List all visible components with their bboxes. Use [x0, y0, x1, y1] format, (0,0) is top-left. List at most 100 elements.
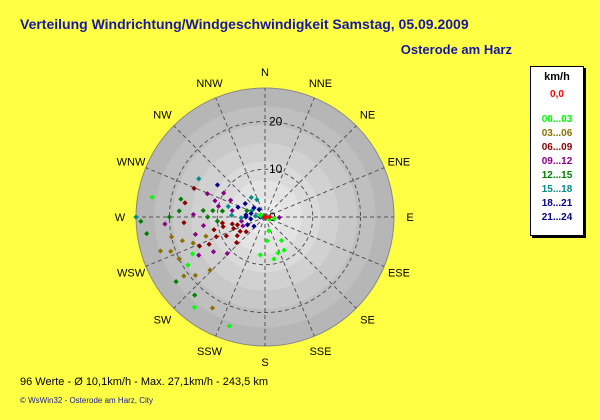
wind-point	[229, 208, 235, 214]
chart-title: Verteilung Windrichtung/Windgeschwindigk…	[20, 16, 469, 32]
wind-point	[190, 251, 196, 257]
wind-point	[275, 250, 281, 256]
wind-point	[157, 248, 164, 254]
wind-point	[223, 233, 229, 239]
direction-spoke	[173, 125, 266, 218]
wind-point	[192, 272, 199, 278]
wind-point	[229, 221, 235, 227]
legend-item: 12...15	[541, 170, 573, 181]
radial-tick-labels: 0 10 20	[269, 114, 283, 224]
legend-item: 09...12	[541, 156, 573, 167]
wind-point	[191, 304, 198, 310]
wind-point	[229, 212, 235, 218]
wind-point	[179, 238, 185, 244]
wind-point	[271, 216, 278, 222]
direction-label: NNW	[196, 78, 223, 90]
direction-spoke	[264, 216, 385, 267]
wind-point	[251, 223, 257, 229]
wind-point	[243, 214, 249, 220]
wind-point	[213, 234, 219, 240]
wind-point	[278, 237, 285, 244]
direction-spoke	[145, 167, 266, 218]
wind-point	[266, 216, 272, 222]
wind-point	[196, 252, 202, 258]
legend-item: 18...21	[541, 198, 573, 209]
wind-point	[220, 224, 226, 230]
wind-point	[221, 190, 227, 196]
data-points	[133, 176, 287, 329]
wind-point	[235, 204, 241, 210]
wind-point	[168, 234, 175, 240]
direction-label: WNW	[117, 157, 146, 169]
station-location: Osterode am Harz	[400, 42, 512, 57]
wind-point	[214, 182, 221, 188]
wind-point	[237, 228, 243, 234]
wind-point	[196, 176, 202, 182]
legend-item: 15...18	[541, 184, 573, 195]
direction-spoke	[264, 216, 315, 337]
wind-point	[181, 220, 187, 226]
wind-point	[226, 323, 233, 329]
wind-point	[225, 203, 231, 210]
direction-spoke	[264, 125, 357, 218]
wind-point	[206, 241, 212, 247]
direction-label: ENE	[388, 157, 411, 169]
direction-label: S	[261, 357, 268, 369]
wind-point	[200, 223, 207, 229]
wind-point	[204, 191, 211, 197]
wind-point	[233, 239, 240, 246]
radial-tick-label: 20	[269, 114, 283, 128]
wind-point	[176, 208, 182, 214]
legend-title: km/h	[544, 71, 570, 83]
wind-point	[276, 214, 282, 221]
direction-label: SSW	[197, 346, 223, 358]
wind-point	[244, 222, 251, 228]
wind-point	[258, 212, 264, 218]
wind-point	[266, 228, 272, 234]
wind-point	[210, 207, 216, 214]
wind-point	[242, 201, 248, 207]
wind-point	[200, 207, 206, 214]
copyright-text: © WsWin32 - Osterode am Harz, City	[20, 396, 154, 405]
legend-item: 00...03	[541, 114, 573, 125]
wind-point	[256, 206, 262, 213]
wind-point	[205, 214, 211, 220]
wind-point	[252, 213, 259, 219]
direction-spoke	[215, 216, 266, 337]
wind-point	[138, 218, 144, 224]
direction-label: ESE	[388, 267, 410, 279]
direction-labels: N NNE NE ENE E ESE SE SSE S SSW SW WSW W WNW NW NNW	[115, 67, 414, 369]
wind-point	[271, 256, 277, 262]
wind-point	[182, 200, 188, 206]
wind-point	[168, 248, 174, 254]
direction-label: NW	[153, 109, 172, 121]
legend-item: 21...24	[541, 212, 573, 223]
wind-point	[196, 243, 203, 249]
legend-item: 0,0	[550, 89, 564, 100]
wind-point	[248, 210, 254, 217]
direction-label: WSW	[117, 267, 146, 279]
speed-legend: km/h 0,0 00...03 03...06 06...09 09...12 12..…	[530, 66, 584, 236]
summary-footer: 96 Werte - Ø 10,1km/h - Max. 27,1km/h - …	[20, 376, 268, 388]
wind-point	[192, 292, 198, 298]
wind-point	[191, 185, 197, 191]
wind-point	[264, 238, 270, 244]
direction-label: NNE	[309, 78, 332, 90]
wind-point	[224, 250, 230, 257]
direction-label: SSE	[309, 346, 331, 358]
wind-point	[244, 208, 250, 214]
wind-point	[215, 203, 222, 209]
legend-item: 06...09	[541, 142, 573, 153]
direction-label: N	[261, 67, 269, 79]
direction-label: NE	[360, 109, 375, 121]
wind-point	[267, 214, 273, 220]
wind-point	[219, 208, 226, 214]
direction-label: SE	[360, 315, 375, 327]
radial-tick-label: 10	[269, 162, 283, 176]
wind-point	[228, 197, 234, 203]
direction-spoke	[264, 167, 385, 218]
wind-point	[238, 218, 245, 224]
direction-spoke	[264, 216, 357, 309]
wind-point	[251, 205, 257, 211]
wind-point	[238, 215, 244, 221]
